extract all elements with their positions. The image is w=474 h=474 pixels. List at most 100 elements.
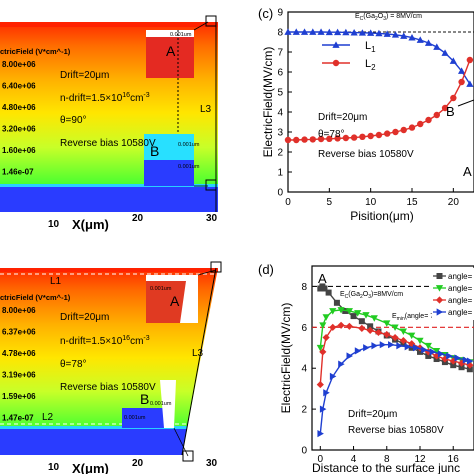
- panel-d-label: (d): [258, 262, 274, 277]
- panel-d-xtick-label: 4: [351, 454, 357, 465]
- panel-d-point: [322, 314, 330, 321]
- panel-d-point: [333, 299, 340, 306]
- panel-b-label-B: B: [140, 391, 149, 407]
- panel-a-inset-A: [146, 30, 194, 78]
- panel-a-marker-B: [205, 179, 217, 191]
- panel-c-point: [466, 80, 474, 87]
- panel-b-inset-B-scale-2: 0.001um: [124, 415, 146, 421]
- panel-b-label-L3: L3: [192, 348, 204, 359]
- panel-a-inset-B-lower: [144, 160, 194, 186]
- panel-b-drift: Drift=20μm: [60, 312, 109, 323]
- panel-d-annot-bias: Reverse bias 10580V: [348, 425, 444, 436]
- panel-d-point: [371, 342, 378, 350]
- panel-d-point: [466, 361, 474, 369]
- panel-d-point: [391, 333, 399, 342]
- panel-d-point: [346, 352, 353, 360]
- panel-d-point: [319, 405, 327, 413]
- panel-b-label-A: A: [170, 293, 180, 309]
- panel-b-label-L1: L1: [50, 276, 62, 287]
- panel-c-ytick-label: 2: [277, 148, 283, 159]
- panel-a: 0.001um A 0.001um 0.001um B L3 ctricFiel…: [0, 15, 218, 232]
- panel-a-label-B: B: [150, 143, 159, 159]
- panel-a-xtick-10: 10: [48, 219, 60, 230]
- panel-b-inset-A-wedge: [180, 281, 198, 323]
- panel-a-inset-B-scale-1: 0.001um: [178, 142, 200, 148]
- panel-a-theta: θ=90°: [60, 115, 87, 126]
- panel-d-ytick-label: 0: [301, 446, 307, 457]
- panel-c-annot-theta: θ=78°: [318, 129, 345, 140]
- panel-b-inset-A-pointer: [197, 269, 217, 276]
- panel-d-annot-A: A: [318, 271, 327, 286]
- panel-d-xtick-label: 0: [318, 454, 324, 465]
- panel-d-point: [354, 310, 362, 317]
- panel-d-point: [329, 308, 337, 315]
- panel-d-ytick-label: 4: [301, 364, 307, 375]
- panel-b-marker-B: [182, 450, 194, 462]
- panel-c-ytick-label: 8: [277, 28, 283, 39]
- panel-c-legend-label: L2: [365, 58, 376, 72]
- panel-d-point: [370, 315, 378, 322]
- panel-d-point: [363, 344, 370, 352]
- panel-c-point: [424, 39, 433, 46]
- panel-d-legend-marker: [435, 285, 444, 292]
- panel-b-xtick-30: 30: [206, 458, 218, 469]
- panel-b-colorbar-value: 1.47e-07: [2, 414, 34, 423]
- panel-d-point: [383, 320, 391, 327]
- panel-a-label-L3: L3: [200, 104, 212, 115]
- panel-c-xtick-label: 0: [285, 197, 291, 208]
- panel-c-point: [334, 28, 342, 36]
- panel-c-chart: (c) 0 1 2 3 4 5 6 7 8 9 0 5 10 15 20 Pisition(μm) Electri…: [258, 6, 474, 223]
- panel-c-point: [375, 131, 383, 139]
- panel-d-point: [429, 348, 437, 356]
- panel-c-point: [293, 136, 300, 144]
- panel-d-point: [433, 352, 441, 360]
- panel-d-point: [362, 312, 370, 319]
- panel-c-point: [334, 135, 341, 142]
- panel-c-annot-B: B: [446, 104, 455, 119]
- panel-b-colorbar-value: 1.59e+06: [2, 392, 36, 401]
- panel-c-annot-drift: Drift=20μm: [318, 112, 367, 123]
- panel-d-legend-marker: [435, 296, 444, 304]
- panel-a-colorbar-value: 6.40e+06: [2, 82, 36, 91]
- panel-c-point: [326, 135, 333, 142]
- panel-b-inset-B: [122, 408, 174, 428]
- panel-b-marker-A: [210, 261, 222, 273]
- panel-d-point: [391, 324, 399, 331]
- panel-a-ndrift: n-drift=1.5×1016cm-3: [60, 92, 150, 104]
- panel-c-label: (c): [258, 6, 273, 21]
- panel-d-point: [319, 348, 327, 356]
- panel-d-legend-marker: [436, 273, 443, 279]
- panel-b-inset-A-scale: 0.001um: [150, 286, 172, 292]
- panel-b-colorbar-value: 8.00e+06: [2, 306, 36, 315]
- panel-d-point: [424, 348, 432, 356]
- panel-d-annot-drift: Drift=20μm: [348, 409, 397, 420]
- panel-c-point: [284, 28, 292, 35]
- panel-d-point: [466, 357, 474, 365]
- panel-b-xlabel: X(μm): [72, 461, 109, 474]
- panel-c-ytick-label: 4: [277, 108, 283, 119]
- panel-c-point: [450, 94, 457, 102]
- panel-c-point: [400, 32, 408, 39]
- panel-a-colorbar-value: 1.46e-07: [2, 168, 34, 177]
- panel-d-point: [454, 354, 461, 362]
- panel-c-xtick-label: 15: [406, 197, 418, 208]
- panel-c-ytick-label: 6: [277, 68, 283, 79]
- panel-d-legend-label: angle=: [448, 272, 473, 281]
- panel-d-point: [358, 318, 365, 325]
- panel-d-point: [345, 322, 353, 330]
- panel-c-ytick-label: 9: [277, 8, 283, 19]
- panel-d-point: [345, 308, 353, 315]
- panel-d-point: [321, 285, 328, 292]
- panel-d-reference-black-label: EC(Ga2O3)=8MV/cm: [340, 291, 403, 300]
- panel-c-point: [392, 128, 399, 136]
- panel-c-point: [317, 135, 325, 143]
- panel-c-point: [433, 43, 441, 50]
- panel-c-point: [350, 29, 358, 36]
- panel-b-ndrift: n-drift=1.5×1016cm-3: [60, 335, 150, 347]
- panel-d-point: [416, 337, 424, 345]
- panel-c-legend-marker: [332, 41, 340, 48]
- panel-d-point: [350, 313, 357, 320]
- panel-d-point: [366, 326, 374, 334]
- panel-b-substrate: [0, 428, 187, 455]
